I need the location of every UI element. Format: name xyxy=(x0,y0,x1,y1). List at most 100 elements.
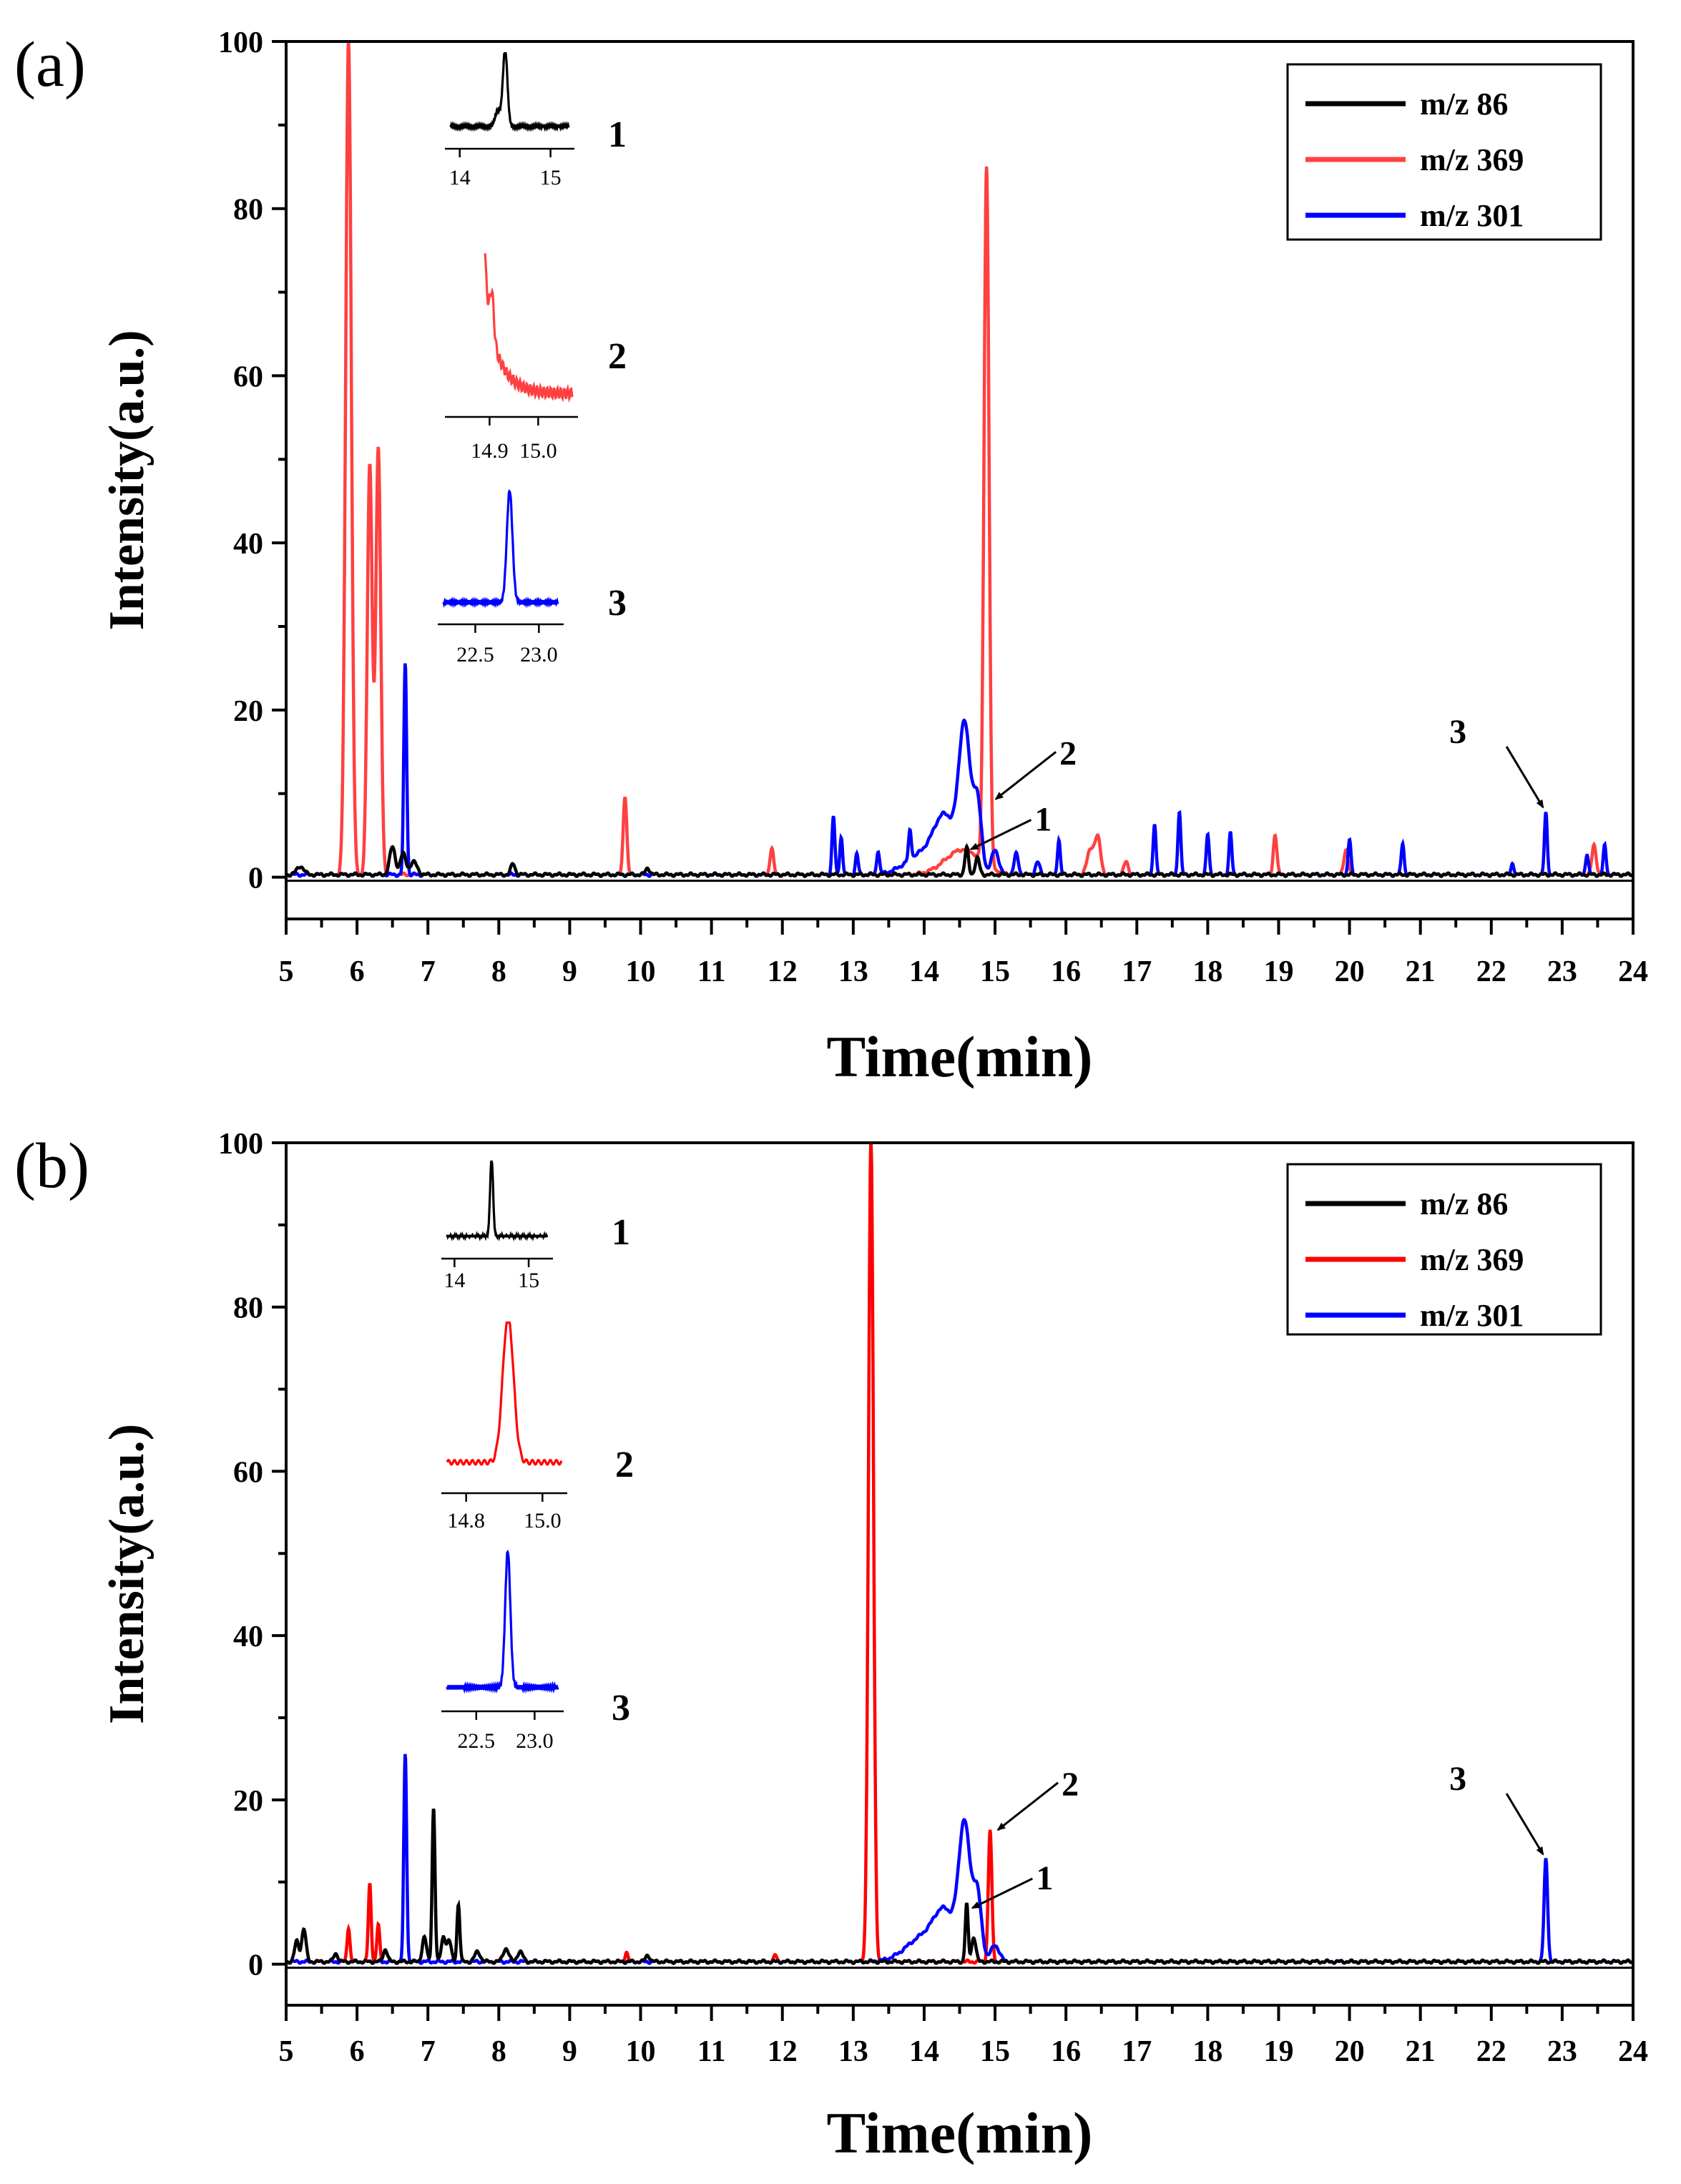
x-tick-label: 8 xyxy=(491,955,506,988)
inset-1: 14 15 1 xyxy=(441,1160,630,1292)
x-axis-title: Time(min) xyxy=(826,1024,1092,1089)
y-tick-label: 40 xyxy=(233,528,263,561)
x-tick-label: 10 xyxy=(626,2035,656,2068)
y-tick-label: 100 xyxy=(218,1128,263,1161)
x-tick-label: 13 xyxy=(838,2035,868,2068)
annotation-arrow xyxy=(971,1877,1034,1909)
inset-tick-label: 15.0 xyxy=(519,439,557,463)
inset-tick-label: 14.8 xyxy=(447,1509,485,1533)
legend-entry: m/z 301 xyxy=(1420,1298,1524,1333)
x-tick-label: 24 xyxy=(1618,2035,1648,2068)
inset-trace xyxy=(449,51,570,132)
x-tick-label: 21 xyxy=(1406,2035,1436,2068)
inset-tick-label: 22.5 xyxy=(458,1729,496,1753)
legend-entry: m/z 301 xyxy=(1420,198,1524,233)
x-tick-label: 12 xyxy=(768,955,798,988)
y-tick-label: 20 xyxy=(233,1785,263,1818)
x-tick-label: 14 xyxy=(909,2035,939,2068)
x-tick-label: 9 xyxy=(562,955,577,988)
inset-number: 1 xyxy=(612,1212,630,1253)
y-tick-label: 80 xyxy=(233,1292,263,1325)
x-tick-label: 21 xyxy=(1406,955,1436,988)
inset-number: 3 xyxy=(608,583,627,624)
x-tick-label: 22 xyxy=(1476,955,1506,988)
x-tick-label: 8 xyxy=(491,2035,506,2068)
x-tick-label: 10 xyxy=(626,955,656,988)
legend-entry: m/z 369 xyxy=(1420,1242,1524,1277)
inset-tick-label: 23.0 xyxy=(520,643,558,666)
annotation-arrow xyxy=(1505,1793,1544,1856)
legend-box xyxy=(1286,1163,1602,1336)
x-axis-title: Time(min) xyxy=(826,2100,1092,2165)
annotation-arrow xyxy=(996,1781,1059,1831)
inset-tick-label: 14 xyxy=(449,166,471,190)
x-tick-label: 6 xyxy=(350,955,365,988)
x-tick-label: 7 xyxy=(421,2035,436,2068)
x-tick-label: 24 xyxy=(1618,955,1648,988)
y-tick-label: 0 xyxy=(248,1949,263,1982)
annotation-label: 3 xyxy=(1449,713,1466,751)
y-axis-title: Intensity(a.u.) xyxy=(99,1424,155,1724)
x-tick-label: 5 xyxy=(279,955,294,988)
x-tick-label: 16 xyxy=(1051,2035,1081,2068)
x-tick-label: 9 xyxy=(562,2035,577,2068)
inset-2: 14.9 15.0 2 xyxy=(445,253,627,463)
x-tick-label: 5 xyxy=(279,2035,294,2068)
panel-b: (b)5 6 7 8 9 10 11 12 13 14 15 16 17 18 19 20 21 22 23 2402… xyxy=(14,1128,1648,2165)
legend-entry: m/z 369 xyxy=(1420,142,1524,177)
inset-trace xyxy=(446,1549,559,1694)
annotation-arrow xyxy=(969,819,1032,850)
inset-tick-label: 15.0 xyxy=(524,1509,562,1533)
x-tick-label: 12 xyxy=(768,2035,798,2068)
annotation-arrow xyxy=(994,751,1057,800)
x-tick-label: 11 xyxy=(697,955,726,988)
x-tick-label: 17 xyxy=(1122,955,1152,988)
legend-entry: m/z 86 xyxy=(1420,87,1508,122)
x-tick-label: 19 xyxy=(1263,2035,1293,2068)
inset-trace xyxy=(484,253,574,403)
inset-tick-label: 15 xyxy=(540,166,562,190)
panel-label: (a) xyxy=(14,29,86,100)
inset-trace xyxy=(446,1321,563,1466)
panel-label: (b) xyxy=(14,1131,89,1201)
x-tick-label: 18 xyxy=(1192,955,1222,988)
annotation-label: 2 xyxy=(1062,1766,1079,1804)
x-tick-label: 17 xyxy=(1122,2035,1152,2068)
x-tick-label: 15 xyxy=(980,2035,1010,2068)
x-tick-label: 11 xyxy=(697,2035,726,2068)
y-tick-label: 20 xyxy=(233,695,263,728)
x-tick-label: 13 xyxy=(838,955,868,988)
x-tick-label: 16 xyxy=(1051,955,1081,988)
x-tick-label: 20 xyxy=(1335,955,1365,988)
inset-3: 22.5 23.0 3 xyxy=(441,1549,630,1753)
series-line-m-z-301 xyxy=(286,663,1633,878)
inset-tick-label: 14.9 xyxy=(471,439,509,463)
y-tick-label: 60 xyxy=(233,1456,263,1489)
x-tick-label: 20 xyxy=(1335,2035,1365,2068)
annotation-label: 1 xyxy=(1034,801,1052,839)
series-line-m-z-301 xyxy=(286,1753,1633,1965)
annotation-arrow xyxy=(1505,746,1544,809)
x-tick-label: 22 xyxy=(1476,2035,1506,2068)
y-axis-title: Intensity(a.u.) xyxy=(99,330,155,630)
annotation-label: 1 xyxy=(1036,1859,1053,1897)
inset-number: 3 xyxy=(612,1688,630,1728)
inset-number: 2 xyxy=(608,336,627,377)
series-line-m-z-86 xyxy=(286,842,1633,878)
x-tick-label: 15 xyxy=(980,955,1010,988)
annotation-label: 3 xyxy=(1449,1760,1466,1798)
x-tick-label: 23 xyxy=(1547,955,1577,988)
inset-tick-label: 14 xyxy=(443,1269,465,1292)
inset-tick-label: 23.0 xyxy=(516,1729,554,1753)
y-tick-label: 100 xyxy=(218,26,263,59)
series-line-m-z-86 xyxy=(286,1808,1633,1965)
inset-3: 22.5 23.0 3 xyxy=(438,488,627,666)
inset-trace xyxy=(442,488,559,609)
inset-tick-label: 15 xyxy=(518,1269,539,1292)
x-tick-label: 14 xyxy=(909,955,939,988)
legend-box xyxy=(1286,63,1602,241)
y-tick-label: 80 xyxy=(233,194,263,227)
x-tick-label: 7 xyxy=(421,955,436,988)
y-tick-label: 60 xyxy=(233,360,263,393)
inset-number: 2 xyxy=(615,1445,634,1485)
